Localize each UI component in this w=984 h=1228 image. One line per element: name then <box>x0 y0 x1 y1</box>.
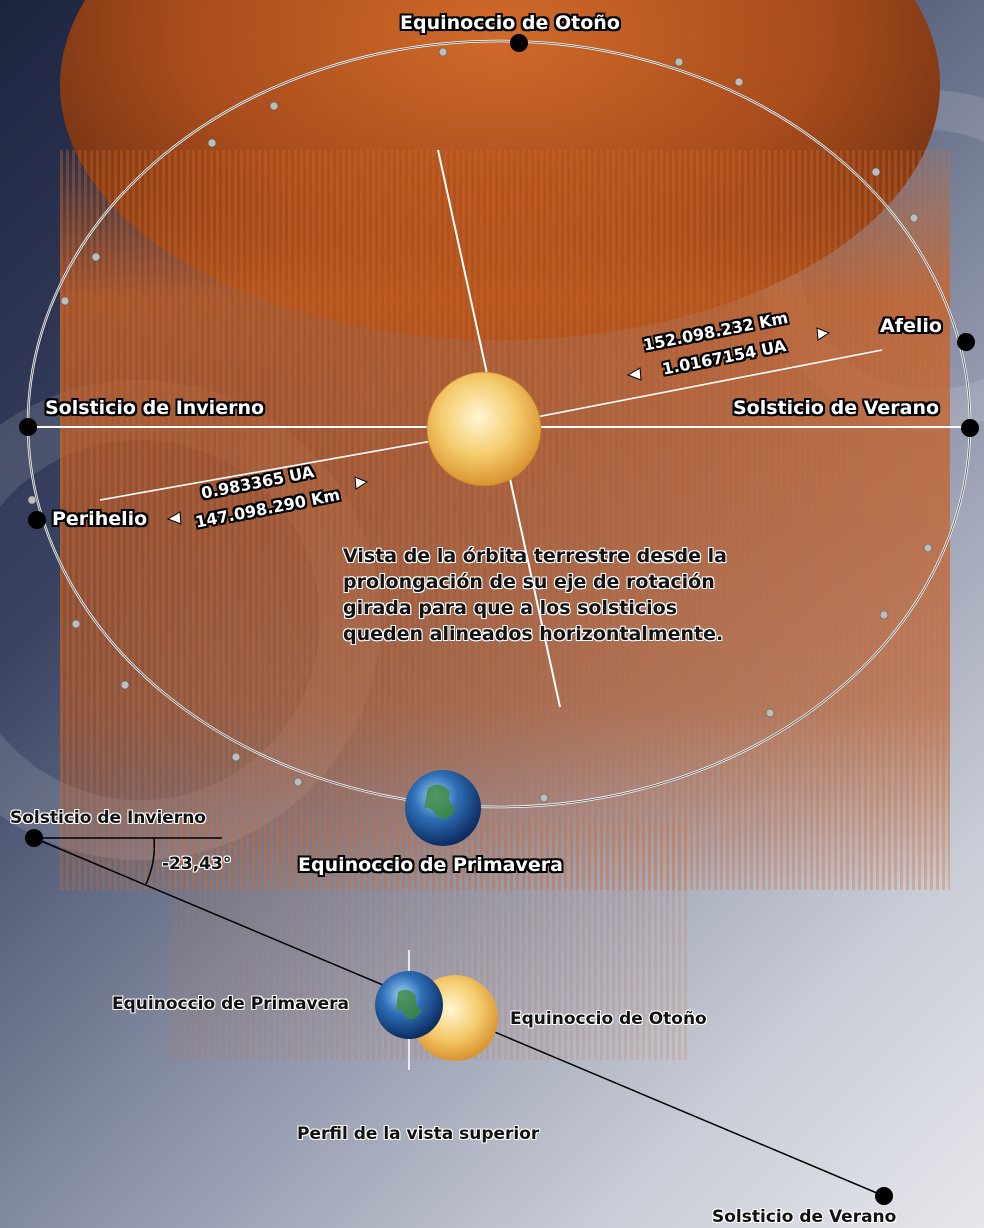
autumn-equinox-point <box>510 34 528 52</box>
profile-summer-point <box>875 1187 893 1205</box>
label-spring-equinox: Equinoccio de Primavera <box>298 854 563 876</box>
label-profile-caption: Perfil de la vista superior <box>297 1124 540 1144</box>
orbit-note-line-4: queden alineados horizontalmente. <box>343 623 724 645</box>
label-profile-winter-solstice: Solsticio de Invierno <box>10 808 206 828</box>
orbit-note: Vista de la órbita terrestre desde la pr… <box>343 543 793 647</box>
aphelion-arrow-left <box>626 367 642 381</box>
label-tilt-angle: -23,43° <box>162 854 232 874</box>
orbit-note-line-1: Vista de la órbita terrestre desde la <box>343 545 727 567</box>
orbit-note-line-2: prolongación de su eje de rotación <box>343 571 715 593</box>
profile-winter-point <box>25 829 43 847</box>
profile-earth-continents <box>396 989 422 1019</box>
sun-icon <box>427 372 541 486</box>
label-aphelion: Afelio <box>880 315 942 337</box>
orbit-markers <box>27 47 933 803</box>
summer-solstice-point <box>961 419 979 437</box>
label-summer-solstice: Solsticio de Verano <box>733 397 940 419</box>
earth-continents <box>424 784 456 819</box>
perihelion-line <box>99 431 484 501</box>
label-profile-autumn-equinox: Equinoccio de Otoño <box>510 1009 707 1029</box>
perihelion-arrow-left <box>166 511 182 525</box>
orbit-note-line-3: girada para que a los solsticios <box>343 597 678 619</box>
label-autumn-equinox: Equinoccio de Otoño <box>400 12 620 34</box>
perihelion-arrow-right <box>354 476 369 490</box>
label-perihelion: Perihelio <box>52 508 148 530</box>
aphelion-arrow-right <box>816 327 831 341</box>
label-winter-solstice: Solsticio de Invierno <box>45 397 265 419</box>
label-profile-spring-equinox: Equinoccio de Primavera <box>112 994 350 1014</box>
streak-curtain <box>60 150 950 1060</box>
label-profile-summer-solstice: Solsticio de Verano <box>712 1207 897 1227</box>
aphelion-line <box>484 349 883 428</box>
perihelion-point <box>28 511 46 529</box>
aphelion-point <box>957 333 975 351</box>
tilt-angle-arc <box>145 837 156 885</box>
winter-solstice-point <box>19 418 37 436</box>
